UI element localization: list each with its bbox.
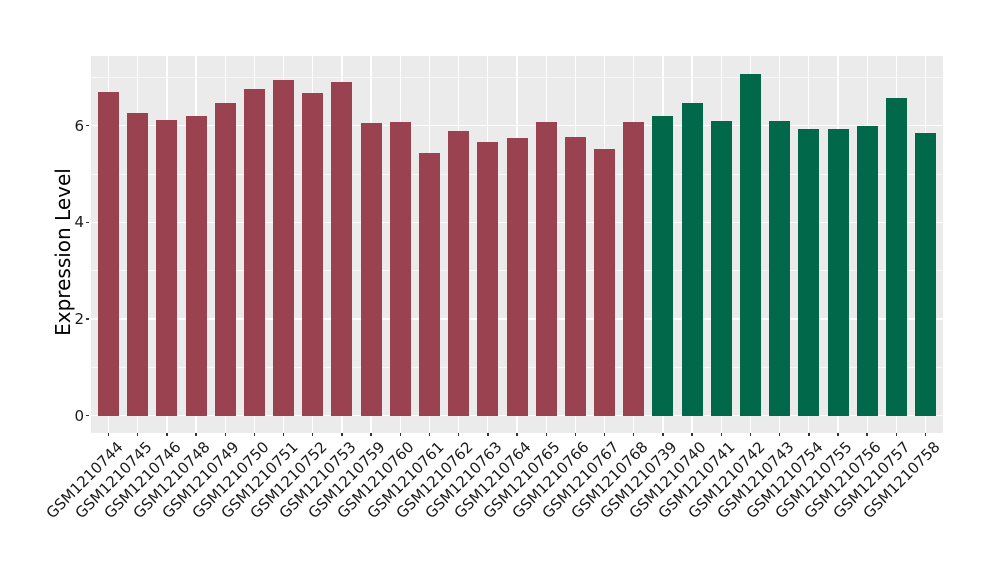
bar-GSM1210757 [885,98,907,416]
bar-GSM1210754 [798,129,820,416]
bar-GSM1210763 [477,142,499,416]
x-axis-tick [924,433,927,437]
x-axis-tick [749,433,752,437]
bar-GSM1210767 [594,149,616,416]
x-axis-tick [720,433,722,437]
bar-GSM1210764 [506,138,528,416]
bar-GSM1210749 [214,103,236,416]
x-axis-tick [457,433,460,437]
bar-GSM1210768 [623,121,645,416]
bar-GSM1210743 [769,121,791,416]
x-axis-tick [662,433,664,437]
bar-GSM1210741 [710,121,732,416]
x-axis-tick [399,433,401,437]
x-axis-tick [778,433,781,437]
x-axis-tick [166,433,168,437]
bar-GSM1210758 [915,132,937,416]
x-axis-tick [136,433,139,437]
bar-GSM1210766 [564,136,586,416]
bar-GSM1210745 [127,112,149,416]
y-axis-title: Expression Level [51,168,75,336]
x-axis-tick [282,433,285,437]
x-axis-tick [341,433,343,437]
bar-GSM1210746 [156,120,178,416]
bar-GSM1210752 [302,92,324,416]
x-axis-tick [312,433,314,437]
x-axis-tick [808,433,810,437]
bar-GSM1210760 [389,122,411,416]
bar-GSM1210740 [681,103,703,416]
x-axis-tick [545,433,547,437]
x-axis-tick [866,433,868,437]
y-axis-tick [86,125,90,127]
x-axis-tick [487,433,489,437]
bar-GSM1210739 [652,116,674,416]
y-axis-tick [86,415,90,417]
x-axis-tick [428,433,431,437]
bar-GSM1210744 [98,91,119,416]
bar-GSM1210750 [243,88,265,416]
x-axis-tick [691,433,693,437]
x-axis-tick [603,433,606,437]
bar-GSM1210753 [331,81,353,416]
bar-GSM1210742 [739,74,761,416]
y-tick-label: 0 [74,406,84,425]
plot-panel [91,56,943,433]
y-tick-label: 2 [74,310,84,329]
y-axis-tick [86,318,90,320]
bar-GSM1210756 [856,126,878,416]
bar-GSM1210755 [827,128,849,416]
y-tick-label: 6 [74,116,84,135]
x-axis-tick [895,433,898,437]
bar-GSM1210765 [535,122,557,416]
x-axis-tick [107,433,110,437]
x-axis-tick [837,433,839,437]
y-tick-label: 4 [74,213,84,232]
x-axis-tick [224,433,226,437]
bar-GSM1210762 [448,130,470,416]
bar-GSM1210748 [185,116,207,416]
bar-GSM1210759 [360,123,382,416]
y-axis-tick [86,221,90,224]
x-axis-tick [633,433,635,437]
x-axis-tick [574,433,577,437]
x-axis-tick [195,433,197,437]
x-axis-tick [253,433,256,437]
x-axis-tick [370,433,372,437]
bar-GSM1210761 [418,153,440,416]
x-axis-tick [516,433,518,437]
bar-GSM1210751 [273,79,295,416]
